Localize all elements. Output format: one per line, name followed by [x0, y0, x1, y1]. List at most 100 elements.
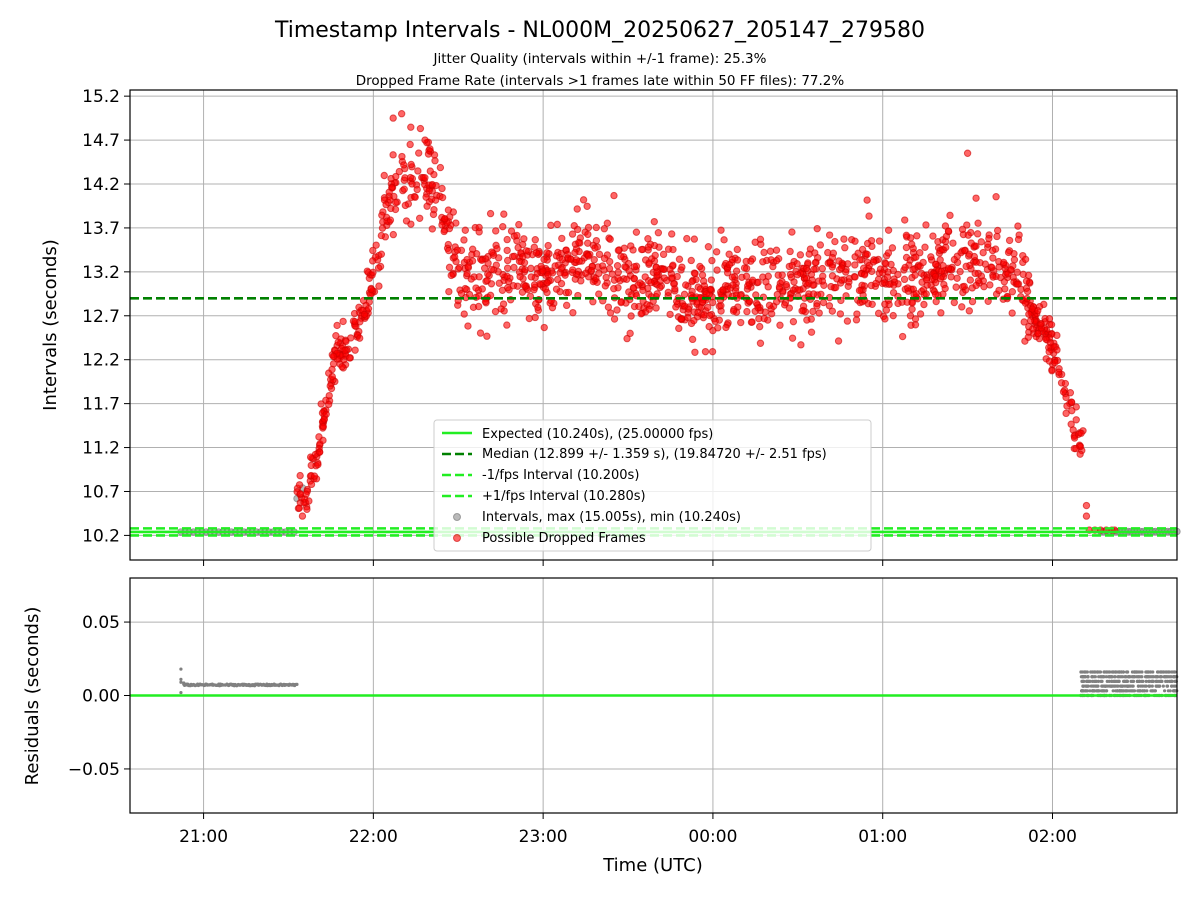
residual-point: [1143, 675, 1148, 679]
dropped-frame-point: [1082, 501, 1091, 510]
residual-point: [1110, 679, 1114, 684]
dropped-frame-point: [879, 269, 887, 277]
dropped-frame-point: [1053, 331, 1061, 340]
dropped-frame-point: [623, 334, 631, 343]
dropped-frame-point: [815, 309, 823, 317]
dropped-frame-point: [478, 256, 486, 264]
residual-point: [1150, 679, 1154, 684]
dropped-frame-point: [614, 246, 623, 255]
dropped-frame-point: [922, 290, 930, 298]
dropped-frame-point: [531, 236, 539, 244]
dropped-frame-point: [673, 272, 681, 281]
dropped-frame-point: [838, 276, 846, 284]
dropped-frame-point: [652, 304, 660, 312]
residual-point: [1172, 689, 1176, 693]
dropped-frame-point: [630, 263, 639, 271]
residual-point: [1153, 689, 1157, 693]
dropped-frame-point: [548, 303, 557, 312]
dropped-frame-point: [856, 256, 864, 264]
dropped-frame-point: [339, 317, 347, 326]
dropped-frame-point: [398, 152, 406, 161]
dropped-frame-point: [737, 318, 745, 327]
residual-point: [1138, 670, 1142, 674]
residual-point: [1085, 684, 1089, 688]
residual-point: [1120, 684, 1124, 688]
dropped-frame-point: [552, 285, 561, 293]
dropped-frame-point: [908, 299, 917, 307]
residual-point: [1149, 675, 1153, 679]
dropped-frame-point: [568, 230, 577, 238]
dropped-frame-point: [772, 256, 781, 265]
dropped-frame-point: [584, 230, 592, 239]
intervals-y-axis-label: Intervals (seconds): [40, 239, 61, 411]
intervals-y-tick-label: 14.7: [82, 131, 120, 151]
dropped-frame-point: [911, 271, 919, 279]
dropped-frame-point: [510, 263, 518, 272]
dropped-frame-point: [475, 223, 483, 232]
dropped-frame-point: [531, 313, 539, 322]
dropped-frame-point: [819, 298, 828, 307]
dropped-frame-point: [889, 311, 897, 320]
dropped-frame-point: [444, 246, 453, 255]
dropped-frame-point: [543, 279, 551, 287]
residual-point: [1132, 675, 1137, 679]
dropped-frame-point: [544, 271, 552, 279]
dropped-frame-point: [520, 235, 528, 243]
dropped-frame-point: [298, 512, 307, 520]
residual-point: [1165, 684, 1170, 688]
dropped-frame-point: [1067, 420, 1075, 428]
dropped-frame-point: [691, 269, 699, 278]
dropped-frame-point: [728, 273, 737, 281]
residual-point: [1085, 689, 1090, 693]
dropped-frame-point: [486, 209, 495, 218]
dropped-frame-point: [664, 288, 672, 297]
dropped-frame-point: [815, 277, 823, 285]
dropped-frame-point: [382, 200, 390, 209]
dropped-frame-point: [900, 275, 909, 284]
dropped-frame-point: [426, 167, 435, 175]
dropped-frame-point: [595, 269, 603, 278]
dropped-frame-point: [453, 246, 462, 254]
dropped-frame-point: [421, 174, 429, 182]
dropped-frame-point: [972, 258, 980, 266]
dropped-frame-point: [595, 250, 604, 259]
dropped-frame-point: [755, 314, 763, 323]
dropped-frame-point: [430, 205, 438, 214]
dropped-frame-point: [1008, 309, 1016, 317]
residual-point: [1127, 684, 1131, 688]
dropped-frame-point: [872, 279, 880, 288]
dropped-frame-point: [504, 284, 512, 292]
dropped-frame-point: [1020, 318, 1028, 326]
dropped-frame-point: [950, 255, 959, 264]
dropped-frame-point: [464, 322, 472, 330]
dropped-frame-point: [947, 273, 955, 281]
dropped-frame-point: [868, 242, 876, 251]
residual-point: [1155, 675, 1159, 679]
dropped-frame-point: [691, 348, 699, 356]
intervals-y-tick-label: 12.7: [82, 307, 120, 327]
dropped-frame-point: [1000, 258, 1008, 267]
dropped-frame-point: [941, 284, 949, 293]
dropped-frame-point: [828, 307, 837, 315]
dropped-frame-point: [688, 335, 697, 344]
dropped-frame-point: [426, 145, 434, 153]
dropped-frame-point: [704, 303, 712, 312]
residual-point: [1132, 689, 1137, 693]
dropped-frame-point: [789, 317, 798, 326]
residual-point: [1156, 670, 1160, 674]
dropped-frame-point: [356, 334, 364, 342]
dropped-frame-point: [467, 275, 475, 283]
dropped-frame-point: [794, 286, 802, 294]
dropped-frame-point: [295, 481, 304, 489]
legend-median-label: Median (12.899 +/- 1.359 s), (19.84720 +…: [482, 447, 827, 462]
dropped-frame-point: [389, 230, 398, 239]
dropped-frame-point: [510, 252, 519, 261]
dropped-frame-point: [591, 244, 599, 252]
dropped-frame-point: [401, 201, 410, 210]
dropped-frame-point: [478, 285, 486, 293]
dropped-frame-point: [644, 243, 653, 251]
dropped-frame-point: [666, 265, 674, 274]
dropped-frame-point: [967, 239, 975, 247]
dropped-frame-point: [447, 271, 455, 280]
residual-point: [1144, 679, 1148, 684]
